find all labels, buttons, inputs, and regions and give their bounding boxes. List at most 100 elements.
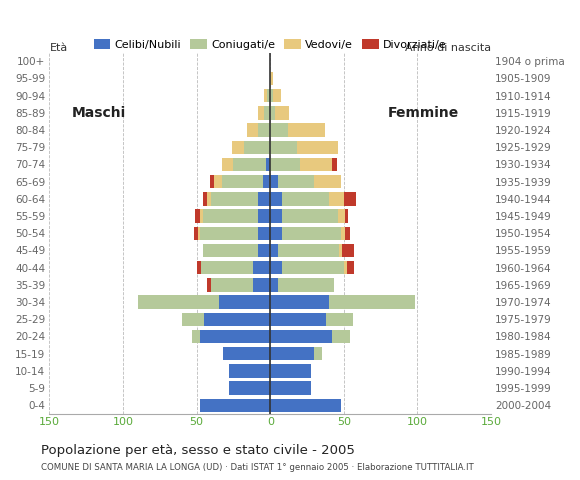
Text: Popolazione per età, sesso e stato civile - 2005: Popolazione per età, sesso e stato civil… [41, 444, 354, 457]
Bar [259, 106, 264, 120]
Bar [223, 347, 270, 360]
Bar [266, 158, 270, 171]
Bar [259, 192, 270, 205]
Bar [297, 141, 338, 154]
Bar [278, 278, 334, 291]
Bar [207, 192, 211, 205]
Bar [278, 175, 314, 188]
Bar [345, 209, 348, 223]
Bar [270, 106, 275, 120]
Bar [270, 381, 311, 395]
Bar [270, 123, 288, 137]
Bar [270, 192, 282, 205]
Bar [222, 175, 263, 188]
Bar [270, 227, 282, 240]
Bar [282, 209, 338, 223]
Bar [264, 106, 270, 120]
Bar [282, 227, 341, 240]
Bar [342, 244, 354, 257]
Bar [270, 330, 332, 343]
Bar [259, 123, 270, 137]
Bar [194, 227, 198, 240]
Bar [288, 123, 325, 137]
Bar [270, 347, 314, 360]
Bar [264, 89, 267, 102]
Bar [345, 227, 350, 240]
Bar [195, 209, 200, 223]
Bar [344, 192, 356, 205]
Bar [219, 295, 270, 309]
Bar [244, 141, 270, 154]
Bar [222, 158, 233, 171]
Bar [200, 398, 270, 412]
Bar [198, 227, 200, 240]
Text: Età: Età [49, 43, 68, 53]
Bar [270, 158, 300, 171]
Bar [182, 312, 204, 326]
Bar [344, 261, 347, 275]
Bar [202, 209, 259, 223]
Bar [338, 209, 345, 223]
Bar [211, 278, 252, 291]
Text: Femmine: Femmine [388, 106, 459, 120]
Bar [326, 312, 353, 326]
Bar [201, 261, 252, 275]
Bar [214, 175, 222, 188]
Bar [229, 381, 270, 395]
Bar [341, 227, 345, 240]
Bar [270, 295, 329, 309]
Bar [267, 89, 270, 102]
Bar [273, 89, 281, 102]
Bar [278, 244, 339, 257]
Bar [329, 192, 344, 205]
Bar [233, 158, 266, 171]
Legend: Celibi/Nubili, Coniugati/e, Vedovi/e, Divorziati/e: Celibi/Nubili, Coniugati/e, Vedovi/e, Di… [89, 35, 451, 54]
Bar [211, 192, 259, 205]
Bar [232, 141, 244, 154]
Bar [200, 330, 270, 343]
Bar [332, 330, 350, 343]
Bar [282, 192, 329, 205]
Bar [270, 141, 297, 154]
Bar [229, 364, 270, 378]
Bar [252, 278, 270, 291]
Bar [270, 89, 273, 102]
Bar [270, 72, 273, 85]
Bar [202, 244, 259, 257]
Bar [259, 209, 270, 223]
Bar [252, 261, 270, 275]
Bar [197, 261, 201, 275]
Bar [270, 278, 278, 291]
Bar [192, 330, 200, 343]
Bar [246, 123, 259, 137]
Bar [282, 261, 344, 275]
Bar [347, 261, 354, 275]
Bar [314, 175, 341, 188]
Bar [270, 244, 278, 257]
Text: Maschi: Maschi [71, 106, 126, 120]
Text: COMUNE DI SANTA MARIA LA LONGA (UD) · Dati ISTAT 1° gennaio 2005 · Elaborazione : COMUNE DI SANTA MARIA LA LONGA (UD) · Da… [41, 463, 473, 472]
Bar [138, 295, 219, 309]
Bar [332, 158, 336, 171]
Text: Anno di nascita: Anno di nascita [405, 43, 491, 53]
Bar [200, 209, 202, 223]
Bar [270, 261, 282, 275]
Bar [259, 244, 270, 257]
Bar [314, 347, 322, 360]
Bar [202, 192, 207, 205]
Bar [210, 175, 214, 188]
Bar [207, 278, 211, 291]
Bar [270, 364, 311, 378]
Bar [329, 295, 415, 309]
Bar [275, 106, 289, 120]
Bar [270, 209, 282, 223]
Bar [263, 175, 270, 188]
Bar [300, 158, 332, 171]
Bar [270, 312, 326, 326]
Bar [259, 227, 270, 240]
Bar [339, 244, 342, 257]
Bar [204, 312, 270, 326]
Bar [270, 175, 278, 188]
Bar [270, 398, 341, 412]
Bar [200, 227, 259, 240]
